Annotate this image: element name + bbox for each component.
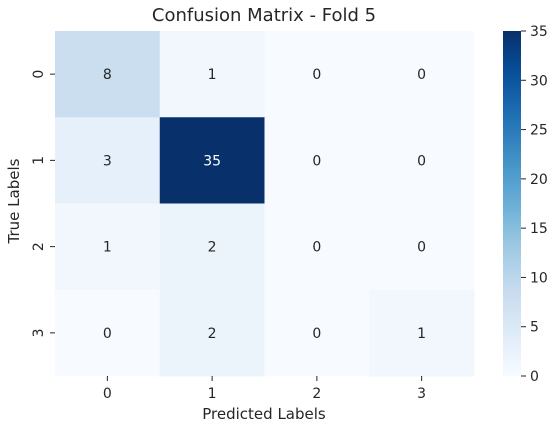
- heatmap-cell-2-3: [369, 203, 475, 291]
- heatmap-cell-1-0: [55, 117, 161, 204]
- heatmap-cell-3-0: [55, 289, 161, 377]
- heatmap-cell-3-2: [264, 289, 370, 377]
- cell-value-0-2: 0: [312, 67, 321, 83]
- colorbar-tick-label: 15: [530, 221, 548, 237]
- cell-value-1-1: 35: [203, 153, 221, 169]
- cell-value-3-1: 2: [208, 326, 217, 342]
- heatmap-cell-2-0: [55, 203, 161, 291]
- cell-value-3-3: 1: [417, 326, 426, 342]
- colorbar-ticks: 0 5 10 15 20 25 30 35: [521, 24, 548, 385]
- cell-value-1-2: 0: [312, 153, 321, 169]
- colorbar-tick-label: 20: [530, 172, 548, 188]
- cell-value-2-0: 1: [103, 240, 112, 256]
- x-axis-ticks: 0 1 2 3: [103, 376, 426, 402]
- colorbar-tick-label: 5: [530, 320, 539, 336]
- heatmap-cell-2-1: [159, 203, 265, 291]
- cell-value-3-0: 0: [103, 326, 112, 342]
- heatmap-cell-0-1: [159, 31, 265, 118]
- cell-value-2-2: 0: [312, 240, 321, 256]
- heatmap-cell-labels: 8 1 0 0 3 35 0 0 1 2 0 0 0 2 0 1: [103, 67, 426, 342]
- heatmap-cell-0-3: [369, 31, 475, 118]
- cell-value-1-3: 0: [417, 153, 426, 169]
- heatmap-cell-2-2: [264, 203, 370, 291]
- chart-title: Confusion Matrix - Fold 5: [152, 5, 376, 26]
- heatmap-cells: [55, 31, 475, 377]
- colorbar-tick-label: 30: [530, 73, 548, 89]
- y-tick-label: 0: [31, 70, 47, 79]
- cell-value-2-1: 2: [208, 240, 217, 256]
- y-axis-ticks: 0 1 2 3: [31, 70, 55, 337]
- colorbar-tick-label: 10: [530, 270, 548, 286]
- heatmap-cell-0-0: [55, 31, 161, 118]
- heatmap-cell-3-3: [369, 289, 475, 377]
- heatmap-cell-1-3: [369, 117, 475, 204]
- cell-value-0-3: 0: [417, 67, 426, 83]
- colorbar-tick-label: 0: [530, 369, 539, 385]
- y-tick-label: 2: [31, 242, 47, 251]
- colorbar: [503, 31, 521, 376]
- x-tick-label: 2: [312, 386, 321, 402]
- heatmap-cell-3-1: [159, 289, 265, 377]
- heatmap-cell-0-2: [264, 31, 370, 118]
- x-axis-label: Predicted Labels: [202, 405, 326, 423]
- x-tick-label: 0: [103, 386, 112, 402]
- y-axis-label: True Labels: [5, 158, 23, 244]
- x-tick-label: 1: [208, 386, 217, 402]
- cell-value-1-0: 3: [103, 153, 112, 169]
- colorbar-tick-label: 35: [530, 24, 548, 40]
- cell-value-2-3: 0: [417, 240, 426, 256]
- heatmap-cell-1-1: [159, 117, 265, 204]
- cell-value-3-2: 0: [312, 326, 321, 342]
- cell-value-0-0: 8: [103, 67, 112, 83]
- heatmap-cell-1-2: [264, 117, 370, 204]
- colorbar-tick-label: 25: [530, 123, 548, 139]
- x-tick-label: 3: [417, 386, 426, 402]
- y-tick-label: 3: [31, 328, 47, 337]
- cell-value-0-1: 1: [208, 67, 217, 83]
- y-tick-label: 1: [31, 156, 47, 165]
